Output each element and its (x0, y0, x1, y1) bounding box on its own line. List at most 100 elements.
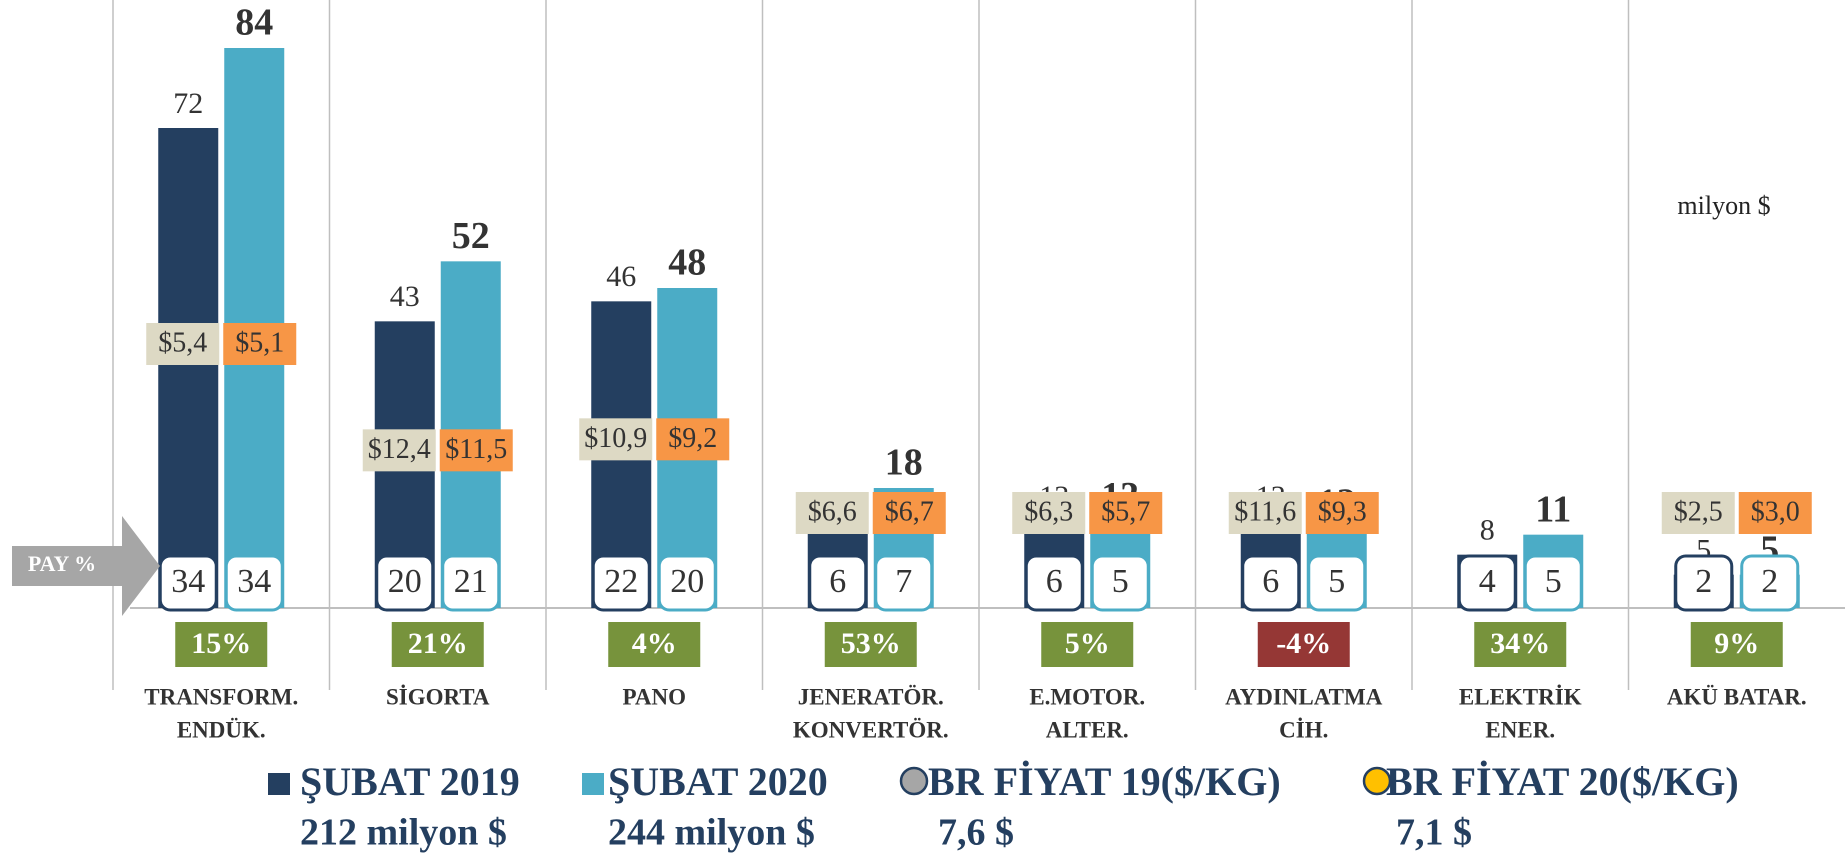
share-arrow (12, 516, 160, 616)
x-tick-label: ELEKTRİK (1459, 684, 1582, 709)
price-box (656, 418, 730, 461)
bar (158, 128, 219, 608)
legend-subtitle: 244 milyon $ (608, 812, 815, 854)
growth-label: -4% (1276, 627, 1331, 660)
price-label: $2,5 (1674, 496, 1723, 527)
share-box (874, 554, 934, 612)
x-tick-label: AKÜ BATAR. (1667, 684, 1807, 709)
x-tick-label: TRANSFORM. (144, 684, 298, 709)
growth-label: 4% (632, 627, 677, 660)
share-box (1090, 554, 1150, 612)
price-box (439, 429, 513, 472)
x-tick-label: PANO (623, 684, 686, 709)
share-label: 2 (1695, 563, 1712, 600)
x-tick-label: ENDÜK. (177, 717, 266, 742)
value-label: 43 (390, 280, 420, 313)
price-box (579, 418, 653, 461)
price-box (362, 429, 436, 472)
price-box (1012, 492, 1086, 534)
legend-subtitle: 7,1 $ (1396, 812, 1472, 854)
share-box (158, 554, 218, 612)
x-tick-label: ENER. (1485, 717, 1555, 742)
share-box (808, 554, 868, 612)
value-label: 48 (668, 242, 706, 284)
price-label: $11,6 (1234, 496, 1296, 527)
price-label: $5,4 (158, 327, 207, 358)
share-box (1674, 554, 1734, 612)
price-box (223, 323, 297, 365)
value-label: 18 (885, 442, 923, 484)
price-label: $3,0 (1751, 496, 1800, 527)
growth-box (391, 622, 484, 667)
growth-box (175, 622, 268, 667)
price-label: $6,3 (1024, 496, 1073, 527)
growth-box (1474, 622, 1567, 667)
share-box (375, 554, 435, 612)
price-box (1089, 492, 1163, 534)
x-tick-label: CİH. (1279, 717, 1328, 742)
legend-marker (1362, 766, 1392, 796)
growth-box (824, 622, 917, 667)
x-tick-label: JENERATÖR. (798, 684, 944, 709)
price-box (795, 492, 869, 534)
price-label: $9,2 (668, 423, 717, 454)
growth-label: 15% (191, 627, 251, 660)
price-box (1661, 492, 1735, 534)
legend-swatch (268, 773, 290, 795)
share-label: 7 (895, 563, 912, 600)
growth-box (1041, 622, 1134, 667)
share-label: 5 (1328, 563, 1345, 600)
share-box (1024, 554, 1084, 612)
share-label: 21 (454, 563, 488, 600)
x-tick-label: E.MOTOR. (1029, 684, 1145, 709)
growth-label: 34% (1490, 627, 1550, 660)
unit-label: milyon $ (1677, 191, 1770, 220)
share-label: 2 (1761, 563, 1778, 600)
share-label: 5 (1545, 563, 1562, 600)
share-box (224, 554, 284, 612)
growth-box (1690, 622, 1783, 667)
legend-label: ŞUBAT 2020 (608, 759, 828, 804)
growth-label: 21% (408, 627, 468, 660)
growth-label: 9% (1714, 627, 1759, 660)
growth-label: 53% (841, 627, 901, 660)
value-label: 46 (606, 260, 636, 293)
value-label: 72 (173, 87, 203, 120)
price-label: $5,7 (1101, 496, 1150, 527)
share-label: 34 (237, 563, 271, 600)
price-box (146, 323, 220, 365)
share-label: 6 (1046, 563, 1063, 600)
price-box (1305, 492, 1379, 534)
share-label: 20 (388, 563, 422, 600)
price-label: $6,7 (885, 496, 934, 527)
price-label: $12,4 (368, 434, 431, 465)
share-box (1523, 554, 1583, 612)
value-label: 11 (1535, 488, 1571, 530)
share-label: 6 (829, 563, 846, 600)
price-label: $5,1 (235, 327, 284, 358)
growth-box (1257, 622, 1350, 667)
value-label: 52 (452, 215, 490, 257)
x-tick-label: SİGORTA (386, 684, 490, 709)
price-label: $10,9 (584, 423, 647, 454)
share-box (1740, 554, 1800, 612)
x-tick-label: ALTER. (1046, 717, 1129, 742)
share-label: 6 (1262, 563, 1279, 600)
share-label: PAY % (28, 551, 96, 576)
share-label: 4 (1479, 563, 1496, 600)
share-box (1457, 554, 1517, 612)
x-tick-label: KONVERTÖR. (793, 717, 949, 742)
price-label: $11,5 (445, 434, 507, 465)
x-tick-label: AYDINLATMA (1225, 684, 1383, 709)
share-box (1307, 554, 1367, 612)
legend-label: BR FİYAT 20($/KG) (1386, 759, 1739, 804)
share-box (1241, 554, 1301, 612)
price-box (1738, 492, 1812, 534)
share-label: 20 (670, 563, 704, 600)
share-box (441, 554, 501, 612)
value-label: 84 (235, 2, 273, 44)
legend-label: BR FİYAT 19($/KG) (928, 759, 1281, 804)
share-label: 34 (171, 563, 205, 600)
price-box (872, 492, 946, 534)
